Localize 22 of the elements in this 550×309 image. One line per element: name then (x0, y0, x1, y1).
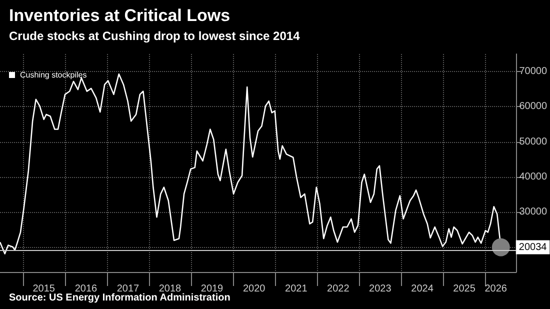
x-tick-label: 2025 (453, 284, 476, 294)
y-tick-label: 70000 (519, 66, 548, 78)
x-tick-label: 2019 (200, 284, 224, 294)
chart-title: Inventories at Critical Lows (9, 6, 230, 25)
legend-label: Cushing stockpiles (20, 70, 87, 80)
x-tick-label: 2020 (243, 284, 266, 294)
y-tick-label: 50000 (519, 136, 548, 148)
x-tick-label: 2015 (32, 284, 56, 294)
chart-subtitle: Crude stocks at Cushing drop to lowest since 2014 (9, 29, 300, 43)
x-tick-label: 2022 (327, 284, 350, 294)
y-tick-label: 60000 (519, 101, 548, 112)
x-tick-label: 2016 (74, 284, 98, 294)
x-tick-label: 2018 (158, 284, 182, 294)
data-label: 20034 (518, 242, 548, 253)
x-tick-label: 2023 (369, 284, 392, 294)
y-tick-label: 40000 (519, 172, 548, 183)
x-tick-label: 2021 (285, 284, 308, 294)
y-tick-label: 30000 (519, 206, 548, 218)
x-tick-label: 2017 (116, 284, 140, 294)
x-tick-label: 2026 (484, 284, 508, 294)
source-note: Source: US Energy Information Administration (9, 292, 230, 304)
x-tick-label: 2024 (411, 284, 434, 294)
